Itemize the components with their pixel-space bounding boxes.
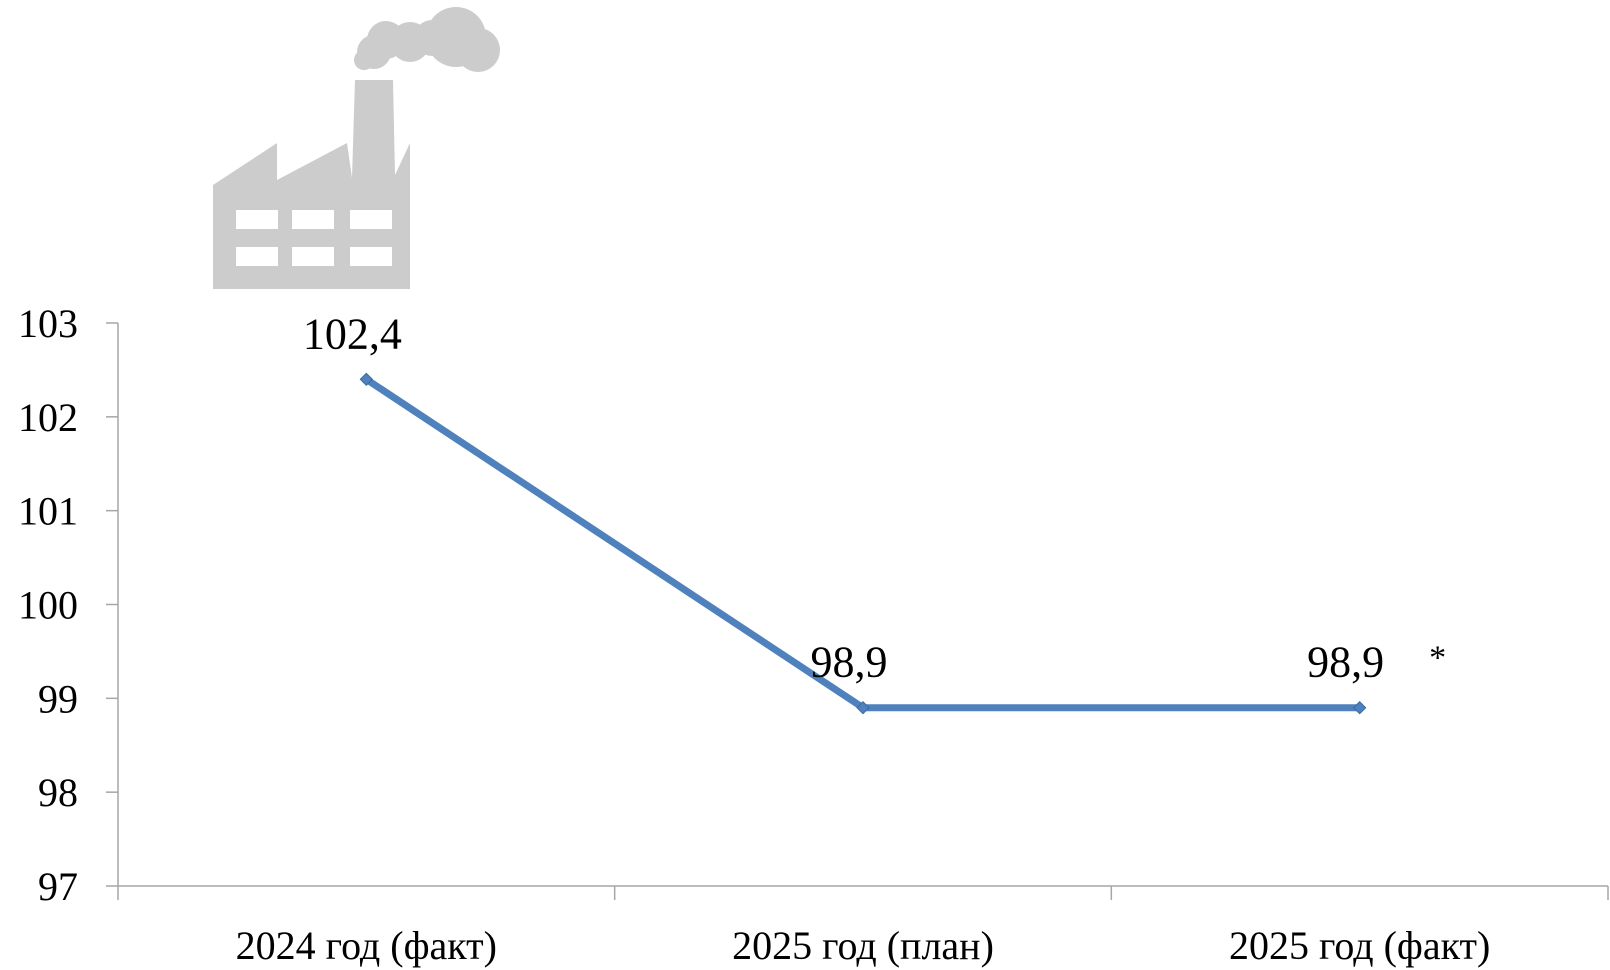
data-label: 98,9 <box>1307 638 1384 687</box>
y-tick-label: 100 <box>18 583 78 628</box>
x-category-label: 2025 год (факт) <box>1229 923 1490 968</box>
x-category-label: 2025 год (план) <box>732 923 994 968</box>
y-tick-label: 97 <box>38 864 78 909</box>
y-tick-label: 103 <box>18 301 78 346</box>
footnote-asterisk: * <box>1429 640 1446 677</box>
chart-labels: 102,4 98,9 98,9 * <box>303 309 1446 686</box>
factory-building <box>213 80 410 289</box>
factory-window <box>236 210 278 229</box>
factory-window <box>350 247 392 266</box>
data-label: 98,9 <box>811 638 888 687</box>
factory-window <box>236 247 278 266</box>
x-axis-ticks: 2024 год (факт) 2025 год (план) 2025 год (… <box>117 886 1609 968</box>
data-point-marker <box>1352 701 1367 715</box>
chart-series <box>359 372 1367 715</box>
y-tick-label: 99 <box>38 676 78 721</box>
factory-smoke <box>456 28 500 72</box>
factory-smoke <box>354 50 374 70</box>
y-axis-ticks: 97 98 99 100 101 102 103 <box>18 301 118 909</box>
y-tick-label: 102 <box>18 395 78 440</box>
factory-window <box>292 210 334 229</box>
y-tick-label: 101 <box>18 489 78 534</box>
factory-icon <box>213 7 500 289</box>
data-point-marker <box>856 701 870 715</box>
y-tick-label: 98 <box>38 770 78 815</box>
data-label: 102,4 <box>303 309 402 358</box>
chart-axes <box>117 323 1608 887</box>
data-point-marker <box>359 372 374 387</box>
factory-window <box>292 247 334 266</box>
x-category-label: 2024 год (факт) <box>236 923 497 968</box>
factory-window <box>350 210 392 229</box>
